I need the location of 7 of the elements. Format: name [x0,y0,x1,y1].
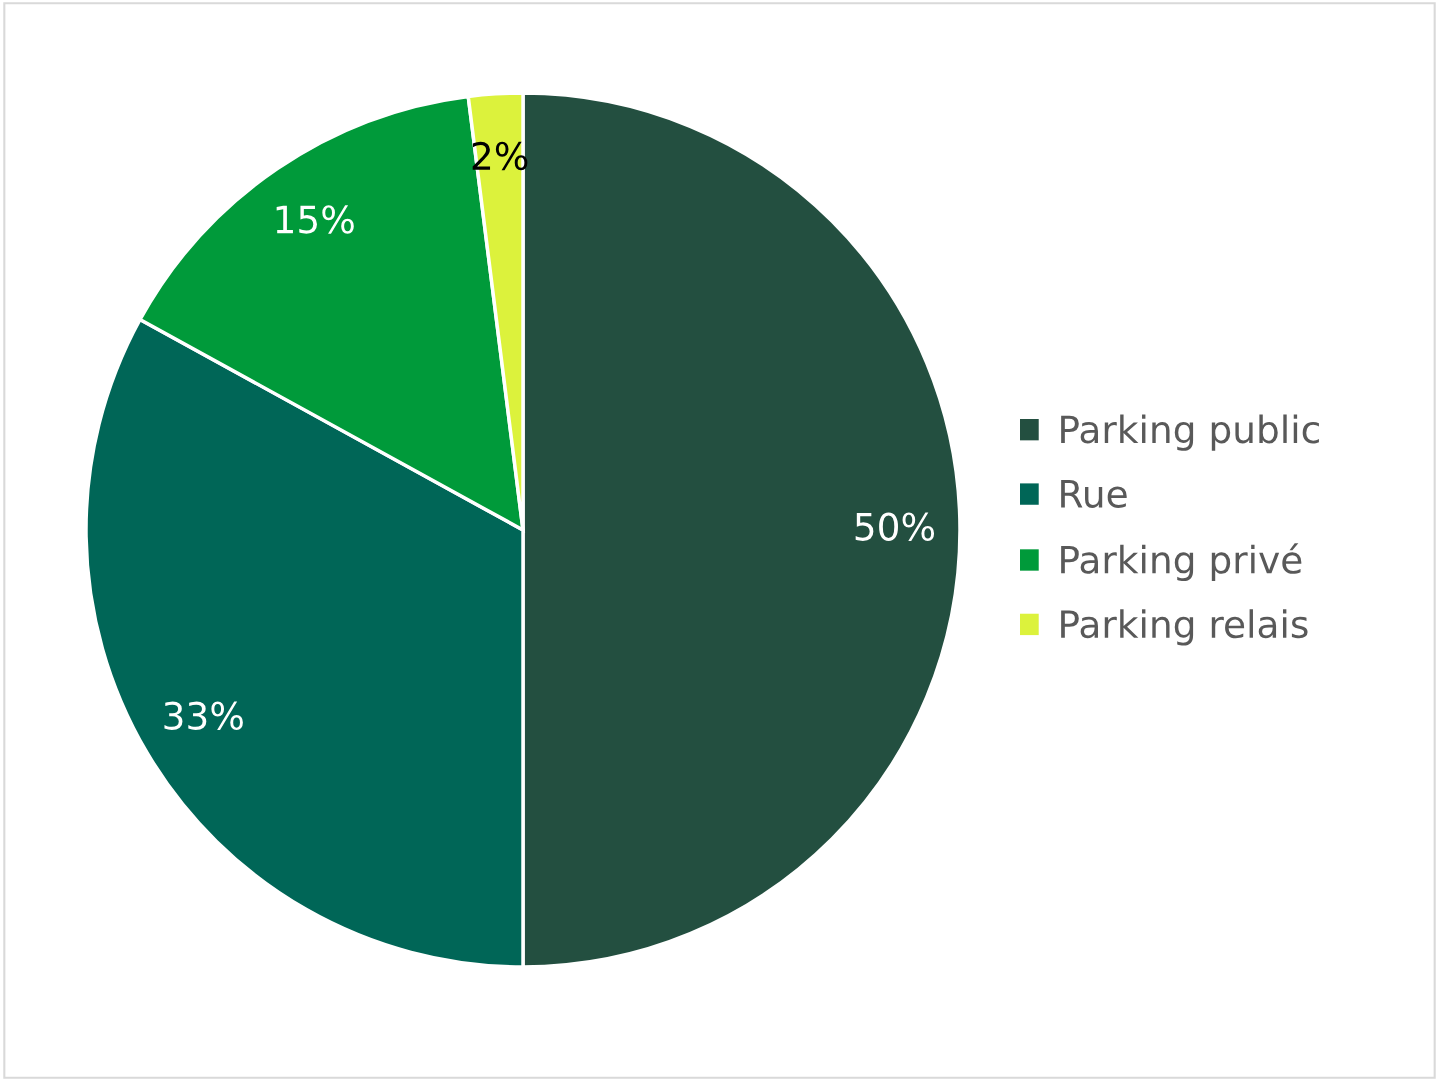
legend-label: Rue [1061,480,1127,508]
data-label: 50% [855,512,935,541]
legend-label: Parking public [1061,414,1319,451]
data-label: 15% [276,205,354,234]
data-label: 33% [164,701,243,730]
legend-label: Parking privé [1061,543,1302,582]
legend-label: Parking relais [1061,609,1308,646]
